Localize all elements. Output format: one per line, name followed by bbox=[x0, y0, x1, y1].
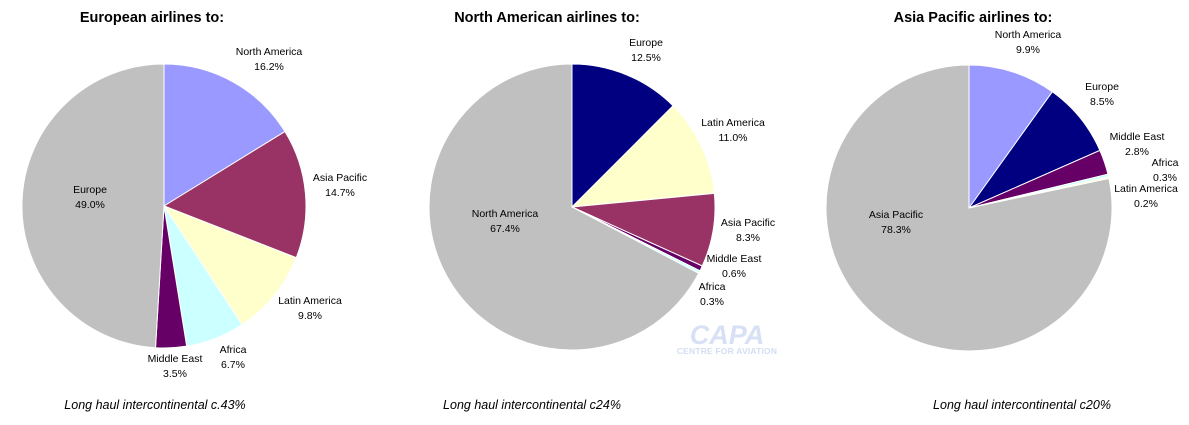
slice-label-asia-pacific: Asia Pacific 78.3% bbox=[869, 209, 923, 236]
chart-title: North American airlines to: bbox=[454, 10, 640, 26]
slice-label-africa: Africa 0.3% bbox=[1152, 157, 1179, 184]
chart-asia-pacific-airlines: Asia Pacific airlines to: North America 9… bbox=[825, 10, 1179, 412]
pie-slice-north-america bbox=[428, 63, 700, 351]
slice-label-latin-america: Latin America 11.0% bbox=[701, 117, 765, 144]
slice-label-asia-pacific: Asia Pacific 14.7% bbox=[313, 172, 367, 199]
slice-label-north-america: North America 67.4% bbox=[472, 208, 539, 235]
chart-caption: Long haul intercontinental c24% bbox=[443, 398, 621, 412]
slice-label-north-america: North America 9.9% bbox=[995, 29, 1062, 56]
pie-north-american-airlines: Europe 12.5% Latin America 11.0% Asia Pacifi… bbox=[428, 37, 775, 351]
slice-label-europe: Europe 49.0% bbox=[73, 184, 107, 211]
slice-label-middle-east: Middle East 2.8% bbox=[1110, 131, 1165, 158]
chart-title: European airlines to: bbox=[80, 10, 224, 26]
chart-north-american-airlines: North American airlines to: Europe 12.5% L… bbox=[428, 10, 775, 412]
pie-slice-latin-america bbox=[570, 105, 715, 208]
slice-label-latin-america: Latin America 9.8% bbox=[278, 295, 342, 322]
pie-slice-north-america bbox=[163, 63, 286, 207]
slice-label-asia-pacific: Asia Pacific 8.3% bbox=[721, 217, 775, 244]
pie-slice-north-america bbox=[968, 64, 1054, 210]
pie-slice-latin-america bbox=[162, 204, 297, 326]
pie-slice-europe bbox=[21, 63, 165, 349]
slice-label-middle-east: Middle East 0.6% bbox=[707, 253, 762, 280]
watermark-logo: CAPA bbox=[690, 320, 765, 350]
slice-label-africa: Africa 0.3% bbox=[699, 281, 726, 308]
slice-label-europe: Europe 8.5% bbox=[1085, 81, 1119, 108]
chart-caption: Long haul intercontinental c.43% bbox=[64, 398, 245, 412]
pie-slice-asia-pacific bbox=[162, 130, 307, 259]
capa-watermark: CAPA CENTRE FOR AVIATION bbox=[677, 320, 777, 356]
chart-title: Asia Pacific airlines to: bbox=[894, 10, 1053, 26]
pie-slice-asia-pacific bbox=[825, 64, 1113, 352]
slice-label-middle-east: Middle East 3.5% bbox=[148, 353, 203, 380]
slice-label-north-america: North America 16.2% bbox=[236, 46, 303, 73]
chart-european-airlines: European airlines to: North America 16.2%… bbox=[21, 10, 367, 412]
slice-label-africa: Africa 6.7% bbox=[220, 344, 247, 371]
slice-label-latin-america: Latin America 0.2% bbox=[1114, 183, 1178, 210]
pie-asia-pacific-airlines: North America 9.9% Europe 8.5% Middle East 2.… bbox=[825, 29, 1179, 352]
watermark-tagline: CENTRE FOR AVIATION bbox=[677, 346, 777, 356]
pie-european-airlines: North America 16.2% Asia Pacific 14.7% Latin… bbox=[21, 46, 367, 380]
chart-caption: Long haul intercontinental c20% bbox=[933, 398, 1111, 412]
pie-slice-europe bbox=[571, 63, 674, 209]
slice-label-europe: Europe 12.5% bbox=[629, 37, 663, 64]
